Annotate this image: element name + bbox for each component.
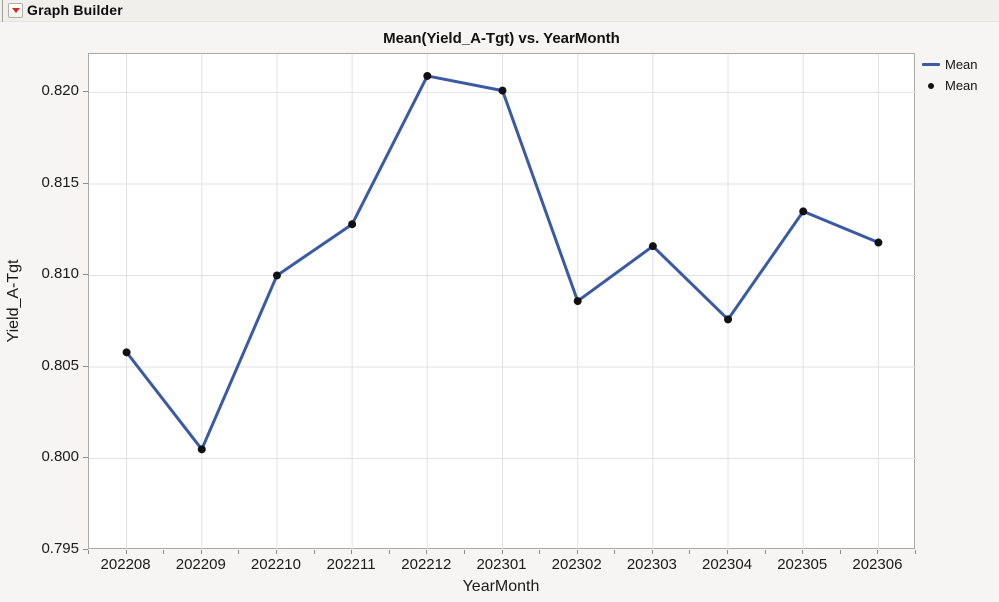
x-tick-label: 202303 bbox=[626, 556, 677, 573]
x-axis[interactable]: 202208 202209 202210 202211 202212 202301 2023… bbox=[88, 549, 916, 575]
y-axis[interactable]: 0.795 0.800 0.805 0.810 0.815 0.820 bbox=[0, 53, 88, 557]
x-tick-mark bbox=[539, 550, 541, 554]
x-tick-mark bbox=[388, 550, 390, 554]
x-tick-mark bbox=[163, 550, 165, 554]
window-edge-divider bbox=[2, 0, 3, 22]
y-axis-title: Yield_A-Tgt bbox=[5, 259, 22, 343]
y-tick-label: 0.820 bbox=[41, 82, 79, 100]
plot-area[interactable] bbox=[88, 53, 916, 550]
y-tick-label: 0.795 bbox=[41, 540, 79, 557]
x-tick-mark bbox=[576, 550, 578, 554]
x-tick-mark bbox=[839, 550, 841, 554]
window-title: Graph Builder bbox=[27, 2, 123, 18]
chart-title: Mean(Yield_A-Tgt) vs. YearMonth bbox=[383, 30, 620, 47]
x-tick-mark bbox=[238, 550, 240, 554]
x-tick-label: 202211 bbox=[326, 556, 376, 573]
x-tick-mark bbox=[125, 550, 127, 554]
x-tick-label: 202305 bbox=[777, 556, 828, 573]
x-tick-mark bbox=[463, 550, 465, 554]
x-tick-mark bbox=[877, 550, 879, 554]
y-tick-label: 0.800 bbox=[41, 448, 79, 466]
legend-swatch-box bbox=[922, 63, 940, 66]
x-tick-mark bbox=[764, 550, 766, 554]
x-tick-mark bbox=[200, 550, 202, 554]
x-tick-label: 202301 bbox=[476, 556, 527, 573]
x-tick-label: 202304 bbox=[702, 556, 753, 573]
y-tick-mark bbox=[83, 549, 88, 550]
legend-item-mean-point[interactable]: Mean bbox=[922, 75, 978, 96]
x-tick-mark bbox=[651, 550, 653, 554]
x-tick-mark bbox=[313, 550, 315, 554]
x-tick-label: 202306 bbox=[852, 556, 903, 573]
x-tick-label: 202208 bbox=[100, 556, 151, 573]
legend-item-mean-line[interactable]: Mean bbox=[922, 54, 978, 75]
y-tick-mark bbox=[83, 91, 88, 93]
y-tick-mark bbox=[83, 365, 88, 367]
x-tick-label: 202209 bbox=[175, 556, 226, 573]
x-tick-mark bbox=[915, 550, 916, 554]
y-tick-label: 0.815 bbox=[41, 173, 79, 191]
legend-point-swatch-icon bbox=[928, 82, 934, 89]
legend: Mean Mean bbox=[922, 54, 978, 96]
y-tick-label: 0.805 bbox=[41, 356, 79, 374]
x-tick-mark bbox=[614, 550, 616, 554]
x-tick-label: 202302 bbox=[551, 556, 602, 573]
legend-label: Mean bbox=[945, 78, 978, 93]
x-tick-mark bbox=[501, 550, 503, 554]
x-tick-label: 202212 bbox=[401, 556, 452, 573]
x-tick-mark bbox=[88, 550, 89, 554]
legend-label: Mean bbox=[945, 57, 978, 72]
legend-swatch-box bbox=[922, 82, 940, 89]
red-triangle-icon bbox=[11, 8, 20, 13]
x-tick-mark bbox=[426, 550, 428, 554]
x-tick-label: 202210 bbox=[250, 556, 301, 573]
disclosure-button[interactable] bbox=[8, 3, 23, 18]
x-tick-mark bbox=[802, 550, 804, 554]
y-tick-mark bbox=[83, 182, 88, 184]
legend-line-swatch-icon bbox=[922, 63, 940, 66]
x-tick-mark bbox=[275, 550, 277, 554]
x-tick-mark bbox=[351, 550, 353, 554]
y-tick-mark bbox=[83, 274, 88, 276]
x-axis-title: YearMonth bbox=[462, 578, 540, 595]
line-chart-canvas bbox=[89, 54, 916, 550]
y-tick-mark bbox=[83, 457, 88, 459]
y-tick-label: 0.810 bbox=[41, 265, 79, 283]
x-tick-mark bbox=[689, 550, 691, 554]
outline-header: Graph Builder bbox=[0, 0, 999, 22]
x-tick-mark bbox=[727, 550, 729, 554]
